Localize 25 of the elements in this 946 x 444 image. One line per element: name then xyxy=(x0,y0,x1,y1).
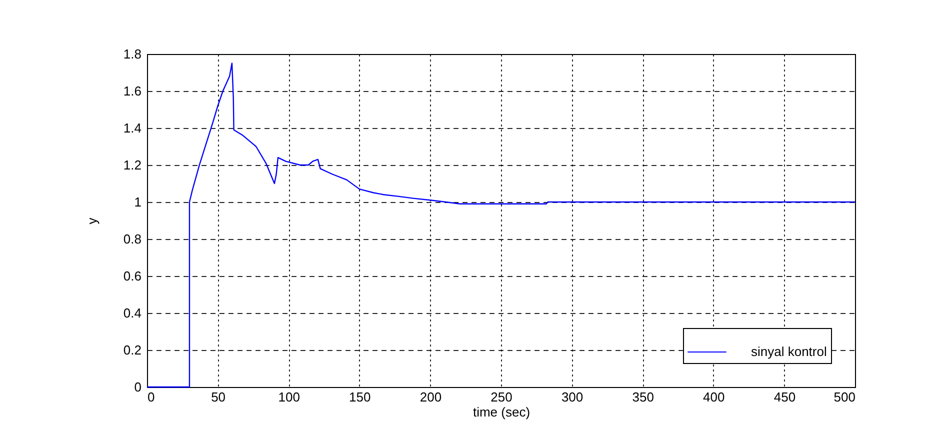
y-tick-label: 0.6 xyxy=(123,268,142,284)
x-tick-label: 400 xyxy=(703,390,725,404)
x-tick-label: 300 xyxy=(561,390,584,404)
y-tick-label: 1.6 xyxy=(123,84,142,98)
x-tick-label: 50 xyxy=(211,390,226,404)
y-tick-label: 1 xyxy=(134,194,142,210)
x-tick-label: 0 xyxy=(148,390,155,404)
y-tick-label: 1.2 xyxy=(123,158,142,172)
y-tick-label: 0.4 xyxy=(123,306,142,320)
y-axis-title: y xyxy=(84,217,100,224)
y-tick-label: 0.8 xyxy=(123,232,142,246)
y-tick-label: 1.8 xyxy=(123,46,142,62)
legend-label: sinyal kontrol xyxy=(751,344,827,359)
y-tick-label: 0 xyxy=(134,380,142,394)
x-tick-label: 450 xyxy=(774,390,796,404)
x-tick-label: 150 xyxy=(349,390,371,404)
y-tick-label: 0.2 xyxy=(123,342,142,358)
x-tick-label: 200 xyxy=(420,390,442,404)
y-tick-label: 1.4 xyxy=(123,120,142,136)
x-axis-title: time (sec) xyxy=(472,404,530,420)
x-tick-label: 350 xyxy=(632,390,654,404)
x-tick-label: 100 xyxy=(278,390,300,404)
line-series xyxy=(146,62,856,388)
x-tick-label: 250 xyxy=(490,390,512,404)
x-tick-label: 500 xyxy=(834,390,856,404)
